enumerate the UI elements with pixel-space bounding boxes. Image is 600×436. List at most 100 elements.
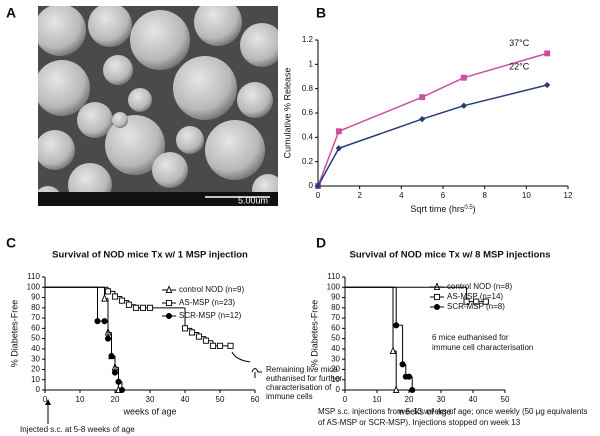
y-tick-label: 30 bbox=[31, 354, 40, 363]
panel-label: A bbox=[6, 5, 16, 21]
x-tick-label: 50 bbox=[216, 395, 225, 404]
x-tick-label: 20 bbox=[405, 395, 414, 404]
y-tick-label: 60 bbox=[331, 323, 340, 332]
annotation: immune cell characterisation bbox=[432, 343, 533, 352]
marker bbox=[393, 322, 400, 329]
line bbox=[317, 52, 548, 187]
annotation: of AS-MSP or SCR-MSP). Injections stoppe… bbox=[318, 418, 521, 427]
annotation: Injected s.c. at 5-8 weeks of age bbox=[20, 425, 135, 434]
marker bbox=[460, 74, 467, 81]
line bbox=[317, 84, 548, 187]
marker bbox=[399, 361, 406, 368]
annotation: 6 mice euthanised for bbox=[432, 333, 509, 342]
legend-label: AS-MSP (n=14) bbox=[447, 292, 503, 301]
y-tick-label: 80 bbox=[31, 303, 40, 312]
step-line bbox=[111, 332, 115, 357]
marker bbox=[188, 329, 196, 336]
marker bbox=[473, 298, 480, 305]
x-tick-label: 6 bbox=[441, 191, 446, 200]
marker bbox=[108, 353, 115, 360]
y-tick-label: 110 bbox=[327, 272, 340, 281]
marker bbox=[433, 282, 441, 291]
y-axis-label: % Diabetes-Free bbox=[9, 300, 19, 368]
step-line bbox=[402, 325, 406, 365]
marker bbox=[433, 293, 441, 301]
annotation: Remaining live mice bbox=[266, 365, 338, 374]
x-tick-label: 8 bbox=[482, 191, 487, 200]
marker bbox=[409, 386, 416, 394]
y-tick-label: 0 bbox=[336, 385, 341, 394]
y-axis-label: Cumulative % Release bbox=[282, 67, 292, 158]
marker bbox=[146, 304, 154, 311]
marker bbox=[181, 325, 189, 332]
y-tick-label: 90 bbox=[31, 293, 40, 302]
chart-title: Survival of NOD mice Tx w/ 8 MSP injecti… bbox=[350, 250, 551, 261]
marker bbox=[165, 312, 173, 320]
marker bbox=[195, 333, 203, 340]
bracket bbox=[231, 351, 251, 363]
x-tick-label: 12 bbox=[564, 191, 573, 200]
label-part: ) bbox=[473, 204, 476, 214]
marker bbox=[104, 335, 112, 342]
step-line bbox=[97, 287, 105, 322]
y-tick-label: 10 bbox=[31, 375, 40, 384]
marker bbox=[118, 386, 126, 394]
marker bbox=[227, 342, 234, 349]
y-tick-label: 0.4 bbox=[302, 132, 314, 141]
marker bbox=[94, 318, 101, 325]
x-tick-label: 10 bbox=[373, 395, 382, 404]
label-part: Sqrt time (hrs bbox=[410, 204, 465, 214]
series-label: 22°C bbox=[509, 61, 530, 71]
x-tick-label: 0 bbox=[316, 191, 321, 200]
y-tick-label: 80 bbox=[331, 303, 340, 312]
chart-title: Survival of NOD mice Tx w/ 1 MSP injecti… bbox=[52, 250, 248, 261]
x-tick-label: 20 bbox=[111, 395, 120, 404]
x-tick-label: 4 bbox=[399, 191, 404, 200]
legend-label: SCR-MSP (n=8) bbox=[447, 302, 505, 311]
marker bbox=[544, 81, 551, 89]
y-tick-label: 90 bbox=[331, 293, 340, 302]
annotation: euthanised for further bbox=[266, 374, 342, 383]
y-tick-label: 40 bbox=[331, 344, 340, 353]
x-tick-label: 0 bbox=[43, 395, 48, 404]
marker bbox=[209, 342, 217, 349]
x-tick-label: 40 bbox=[181, 395, 190, 404]
marker bbox=[389, 346, 397, 355]
y-tick-label: 30 bbox=[331, 354, 340, 363]
legend-label: SCR-MSP (n=12) bbox=[179, 311, 242, 320]
marker bbox=[115, 378, 122, 385]
y-tick-label: 100 bbox=[327, 282, 341, 291]
marker bbox=[101, 318, 108, 325]
legend-label: control NOD (n=9) bbox=[179, 285, 244, 294]
y-tick-label: 60 bbox=[31, 323, 40, 332]
arrow-head bbox=[45, 399, 51, 405]
x-tick-label: 60 bbox=[251, 395, 260, 404]
marker bbox=[463, 298, 470, 305]
x-tick-label: 40 bbox=[469, 395, 478, 404]
marker bbox=[111, 369, 119, 376]
y-tick-label: 0 bbox=[309, 181, 314, 190]
y-tick-label: 70 bbox=[331, 313, 340, 322]
x-axis-label: weeks of age bbox=[397, 406, 451, 416]
x-tick-label: 0 bbox=[343, 395, 348, 404]
y-axis-label: % Diabetes-Free bbox=[309, 300, 319, 368]
marker bbox=[165, 299, 173, 307]
y-tick-label: 40 bbox=[31, 344, 40, 353]
scale-bar-label: 5.00um bbox=[238, 195, 268, 205]
marker bbox=[405, 373, 413, 380]
legend-label: AS-MSP (n=23) bbox=[179, 298, 235, 307]
y-tick-label: 20 bbox=[31, 365, 40, 374]
panel-label: C bbox=[6, 235, 16, 251]
panel-label: D bbox=[316, 235, 326, 251]
marker bbox=[132, 304, 140, 311]
marker bbox=[314, 182, 322, 190]
marker bbox=[433, 303, 441, 311]
marker bbox=[335, 145, 342, 152]
x-axis-label: Sqrt time (hrs0.5) bbox=[410, 204, 475, 214]
marker bbox=[419, 94, 426, 101]
annotation: immune cells bbox=[266, 392, 313, 401]
marker bbox=[111, 293, 119, 300]
sem-image: 5.00um bbox=[38, 6, 278, 206]
label-part: 0.5 bbox=[464, 205, 473, 211]
